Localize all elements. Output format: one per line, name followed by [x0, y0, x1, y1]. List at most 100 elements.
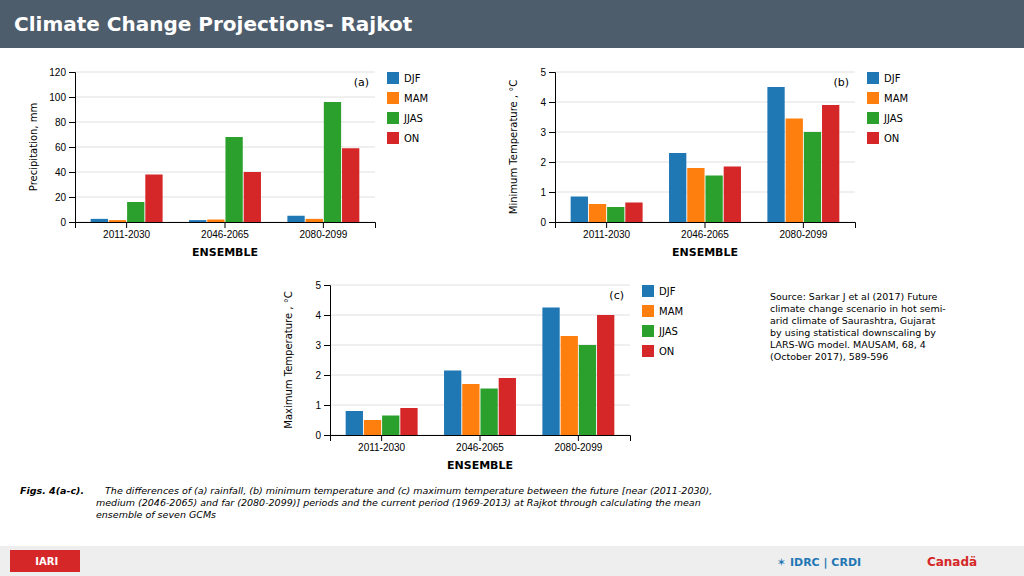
y-axis-title: Precipitation, mm — [28, 103, 39, 191]
x-tick-label: 2080-2099 — [554, 442, 602, 453]
footer-text: Canadä — [927, 555, 977, 569]
y-tick: 4 — [540, 97, 555, 108]
x-tick-mark — [803, 222, 804, 228]
x-tick: 2011-2030 — [103, 222, 151, 240]
bar — [244, 172, 261, 222]
y-tick-label: 0 — [60, 217, 66, 228]
legend-label: MAM — [404, 93, 428, 104]
y-tick: 1 — [540, 187, 555, 198]
x-tick-label: 2080-2099 — [299, 229, 347, 240]
legend-label: JJAS — [883, 113, 903, 124]
y-axis-title: Maximum Temperature , °C — [283, 291, 294, 428]
legend-label: ON — [659, 346, 674, 357]
y-tick-label: 5 — [540, 67, 546, 78]
legend-label: ON — [404, 133, 419, 144]
y-tick: 3 — [315, 340, 330, 351]
x-axis: 2011-2030 2046-2065 2080-2099 — [556, 222, 856, 240]
y-tick-mark — [69, 72, 75, 73]
bar — [342, 148, 359, 222]
x-tick-label: 2011-2030 — [583, 229, 631, 240]
bar — [324, 102, 341, 222]
x-axis: 2011-2030 2046-2065 2080-2099 — [76, 222, 376, 240]
y-tick-label: 3 — [540, 127, 546, 138]
chart: 0204060801001202011-20302046-20652080-20… — [28, 67, 428, 259]
y-tick: 2 — [540, 157, 555, 168]
x-tick-label: 2011-2030 — [103, 229, 151, 240]
y-tick-label: 120 — [49, 67, 66, 78]
x-tick: 2046-2065 — [681, 222, 729, 240]
y-tick: 100 — [49, 92, 75, 103]
y-tick-mark — [69, 172, 75, 173]
x-tick-label: 2080-2099 — [779, 229, 827, 240]
chart: 0123452011-20302046-20652080-2099ENSEMBL… — [283, 280, 683, 472]
bar — [189, 220, 206, 222]
y-tick-mark — [549, 162, 555, 163]
y-tick-label: 100 — [49, 92, 66, 103]
y-tick-label: 0 — [540, 217, 546, 228]
y-tick-label: 2 — [315, 370, 321, 381]
legend-swatch — [867, 72, 879, 84]
x-tick-mark — [705, 222, 706, 228]
x-tick: 2046-2065 — [201, 222, 249, 240]
legend: DJF MAM JJAS ON — [387, 72, 428, 144]
bars — [91, 102, 360, 222]
logo-text: IARI — [32, 556, 58, 567]
panel-label: (b) — [833, 76, 849, 89]
bar — [597, 315, 614, 435]
legend-label: MAM — [884, 93, 908, 104]
x-tick-label: 2011-2030 — [358, 442, 406, 453]
x-tick: 2046-2065 — [456, 435, 504, 453]
bar — [542, 308, 559, 436]
legend-label: DJF — [404, 73, 421, 84]
legend-swatch — [867, 132, 879, 144]
grid — [555, 72, 855, 222]
y-tick-mark — [549, 72, 555, 73]
bar — [669, 153, 686, 222]
y-tick: 120 — [49, 67, 75, 78]
bars — [346, 308, 615, 436]
x-tick-mark — [323, 222, 324, 228]
x-axis-line — [76, 223, 376, 229]
bar — [607, 207, 624, 222]
x-tick-mark — [578, 435, 579, 441]
legend-label: MAM — [659, 306, 683, 317]
bar — [207, 220, 224, 223]
y-tick: 4 — [315, 310, 330, 321]
bar — [804, 132, 821, 222]
legend: DJF MAM JJAS ON — [642, 285, 683, 357]
y-tick-mark — [549, 192, 555, 193]
bar — [625, 203, 642, 223]
y-axis-line — [324, 286, 331, 436]
caption-bold: Figs. 4(a-c). — [20, 485, 84, 496]
y-tick-label: 1 — [315, 400, 321, 411]
y-tick-mark — [69, 147, 75, 148]
bar — [579, 345, 596, 435]
legend-swatch — [867, 92, 879, 104]
y-axis: 012345 — [315, 280, 330, 441]
y-tick-mark — [324, 375, 330, 376]
bar — [499, 378, 516, 435]
legend-label: JJAS — [403, 113, 423, 124]
bar — [480, 389, 497, 436]
y-tick: 2 — [315, 370, 330, 381]
bar — [364, 420, 381, 435]
y-tick-label: 20 — [55, 192, 67, 203]
title: Climate Change Projections- Rajkot — [14, 12, 413, 36]
y-tick: 0 — [540, 217, 555, 228]
y-tick: 5 — [540, 67, 555, 78]
grid-line — [555, 72, 855, 73]
bar — [346, 411, 363, 435]
legend-label: DJF — [659, 286, 676, 297]
footer-text: ✶ IDRC | CRDI — [777, 556, 861, 569]
y-axis: 0 1 2 3 4 5 — [540, 67, 555, 228]
x-tick-mark — [126, 222, 127, 228]
legend-swatch — [387, 112, 399, 124]
y-tick-label: 80 — [55, 117, 67, 128]
grid — [75, 72, 375, 222]
bar — [109, 220, 126, 222]
legend-label: JJAS — [658, 326, 678, 337]
y-axis-line — [549, 73, 556, 223]
y-tick-mark — [549, 132, 555, 133]
bar — [462, 384, 479, 435]
legend-swatch — [387, 92, 399, 104]
